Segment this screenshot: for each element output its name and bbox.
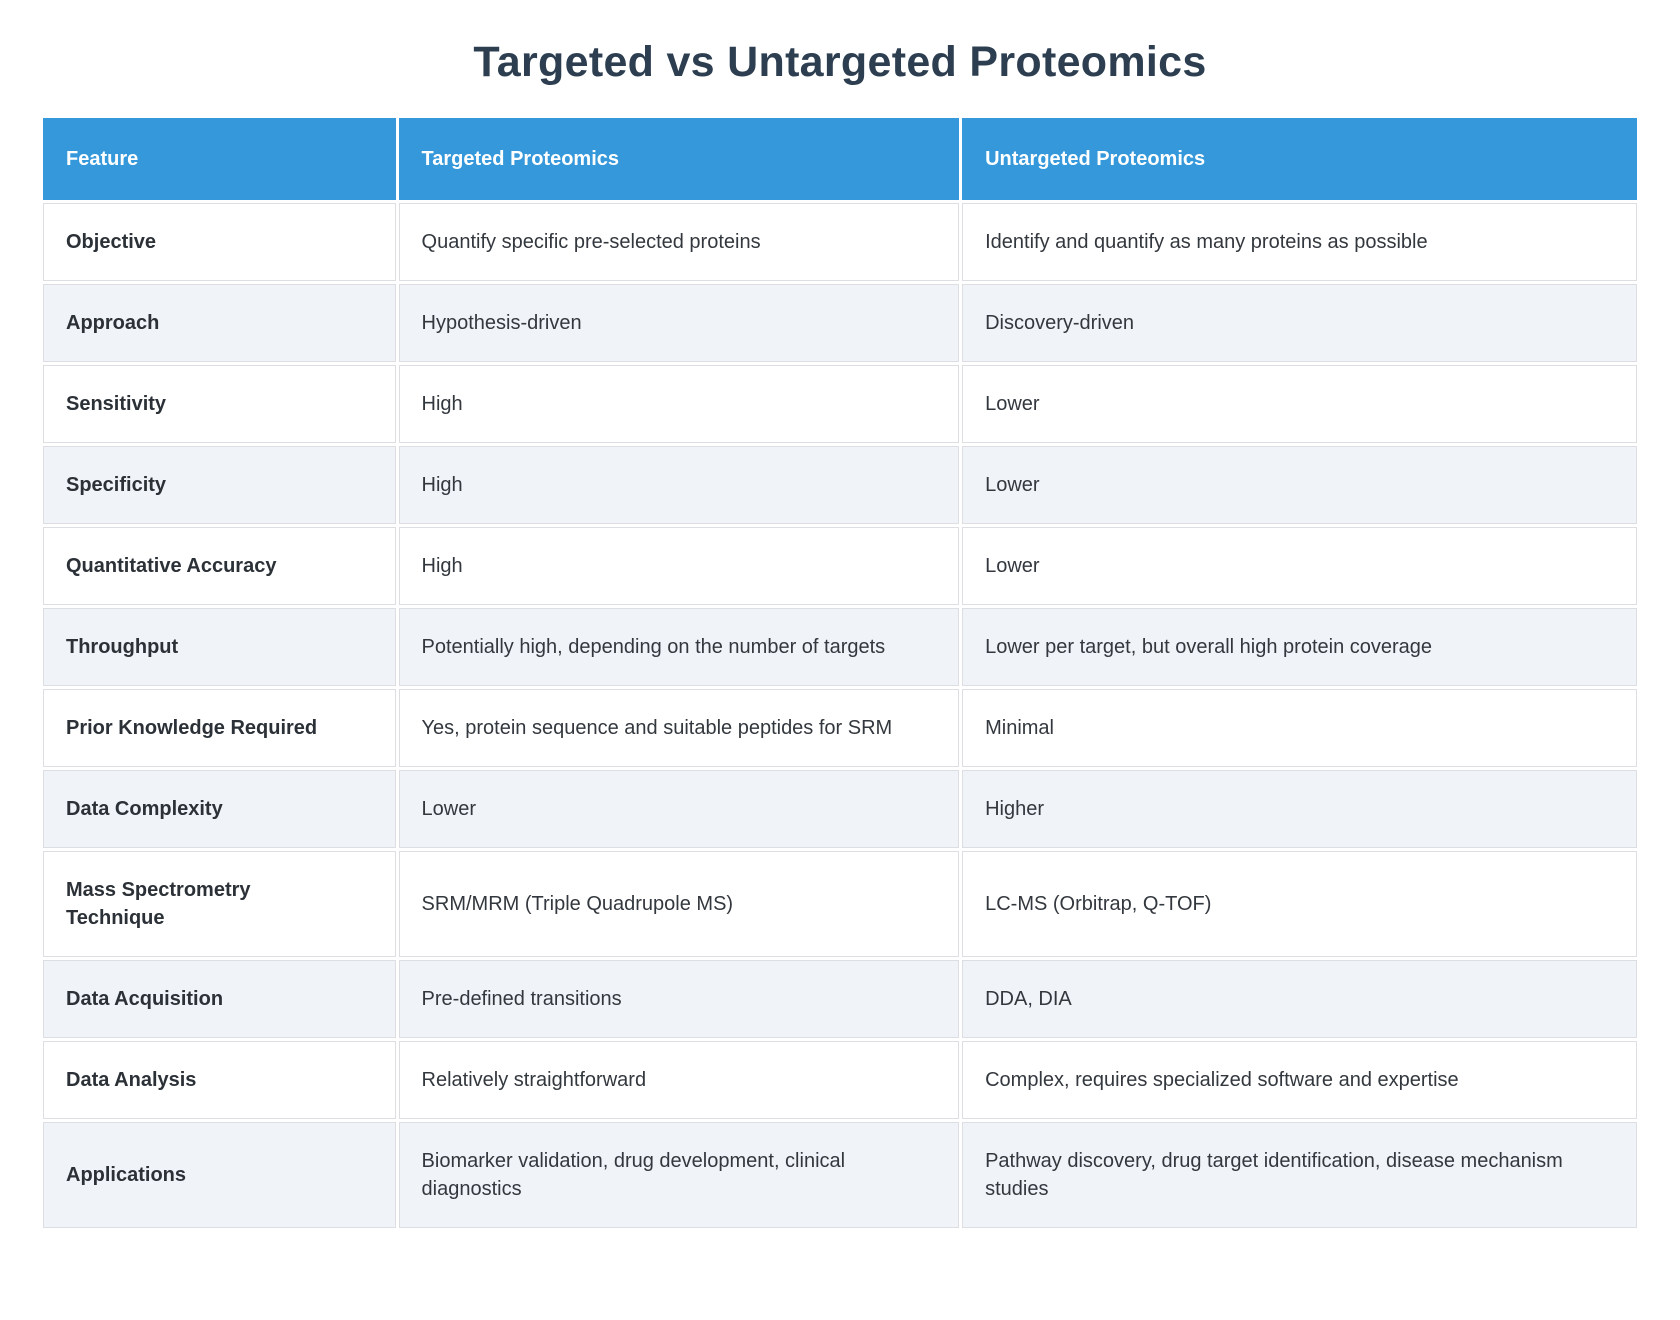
row-data-analysis: Data Analysis Relatively straightforward… (43, 1041, 1637, 1119)
cell-data-acquisition-feature: Data Acquisition (43, 960, 396, 1038)
cell-quantitative-accuracy-untargeted: Lower (962, 527, 1637, 605)
row-approach: Approach Hypothesis-driven Discovery-dri… (43, 284, 1637, 362)
cell-approach-feature: Approach (43, 284, 396, 362)
cell-specificity-feature: Specificity (43, 446, 396, 524)
row-data-acquisition: Data Acquisition Pre-defined transitions… (43, 960, 1637, 1038)
cell-specificity-untargeted: Lower (962, 446, 1637, 524)
cell-applications-targeted: Biomarker validation, drug development, … (398, 1122, 960, 1228)
row-sensitivity: Sensitivity High Lower (43, 365, 1637, 443)
cell-data-complexity-targeted: Lower (398, 770, 960, 848)
row-mass-spectrometry-technique: Mass Spectrometry Technique SRM/MRM (Tri… (43, 851, 1637, 957)
cell-applications-feature: Applications (43, 1122, 396, 1228)
cell-data-analysis-untargeted: Complex, requires specialized software a… (962, 1041, 1637, 1119)
cell-data-complexity-feature: Data Complexity (43, 770, 396, 848)
cell-data-analysis-feature: Data Analysis (43, 1041, 396, 1119)
page-title: Targeted vs Untargeted Proteomics (473, 38, 1207, 86)
cell-applications-untargeted: Pathway discovery, drug target identific… (962, 1122, 1637, 1228)
cell-prior-knowledge-required-untargeted: Minimal (962, 689, 1637, 767)
comparison-table: Feature Targeted Proteomics Untargeted P… (40, 115, 1640, 1231)
cell-approach-targeted: Hypothesis-driven (398, 284, 960, 362)
row-applications: Applications Biomarker validation, drug … (43, 1122, 1637, 1228)
row-quantitative-accuracy: Quantitative Accuracy High Lower (43, 527, 1637, 605)
cell-data-acquisition-targeted: Pre-defined transitions (398, 960, 960, 1038)
cell-sensitivity-targeted: High (398, 365, 960, 443)
row-data-complexity: Data Complexity Lower Higher (43, 770, 1637, 848)
cell-quantitative-accuracy-targeted: High (398, 527, 960, 605)
cell-sensitivity-untargeted: Lower (962, 365, 1637, 443)
cell-data-complexity-untargeted: Higher (962, 770, 1637, 848)
column-header-untargeted: Untargeted Proteomics (962, 118, 1637, 200)
cell-prior-knowledge-required-feature: Prior Knowledge Required (43, 689, 396, 767)
cell-mass-spectrometry-technique-feature: Mass Spectrometry Technique (43, 851, 396, 957)
header-row: Feature Targeted Proteomics Untargeted P… (43, 118, 1637, 200)
cell-throughput-targeted: Potentially high, depending on the numbe… (398, 608, 960, 686)
column-header-targeted: Targeted Proteomics (398, 118, 960, 200)
cell-sensitivity-feature: Sensitivity (43, 365, 396, 443)
cell-approach-untargeted: Discovery-driven (962, 284, 1637, 362)
row-objective: Objective Quantify specific pre-selected… (43, 203, 1637, 281)
cell-objective-targeted: Quantify specific pre-selected proteins (398, 203, 960, 281)
cell-specificity-targeted: High (398, 446, 960, 524)
cell-throughput-feature: Throughput (43, 608, 396, 686)
cell-objective-untargeted: Identify and quantify as many proteins a… (962, 203, 1637, 281)
cell-quantitative-accuracy-feature: Quantitative Accuracy (43, 527, 396, 605)
column-header-feature: Feature (43, 118, 396, 200)
cell-data-acquisition-untargeted: DDA, DIA (962, 960, 1637, 1038)
row-prior-knowledge-required: Prior Knowledge Required Yes, protein se… (43, 689, 1637, 767)
cell-mass-spectrometry-technique-untargeted: LC-MS (Orbitrap, Q-TOF) (962, 851, 1637, 957)
row-throughput: Throughput Potentially high, depending o… (43, 608, 1637, 686)
cell-prior-knowledge-required-targeted: Yes, protein sequence and suitable pepti… (398, 689, 960, 767)
cell-mass-spectrometry-technique-targeted: SRM/MRM (Triple Quadrupole MS) (398, 851, 960, 957)
row-specificity: Specificity High Lower (43, 446, 1637, 524)
cell-data-analysis-targeted: Relatively straightforward (398, 1041, 960, 1119)
cell-objective-feature: Objective (43, 203, 396, 281)
cell-throughput-untargeted: Lower per target, but overall high prote… (962, 608, 1637, 686)
